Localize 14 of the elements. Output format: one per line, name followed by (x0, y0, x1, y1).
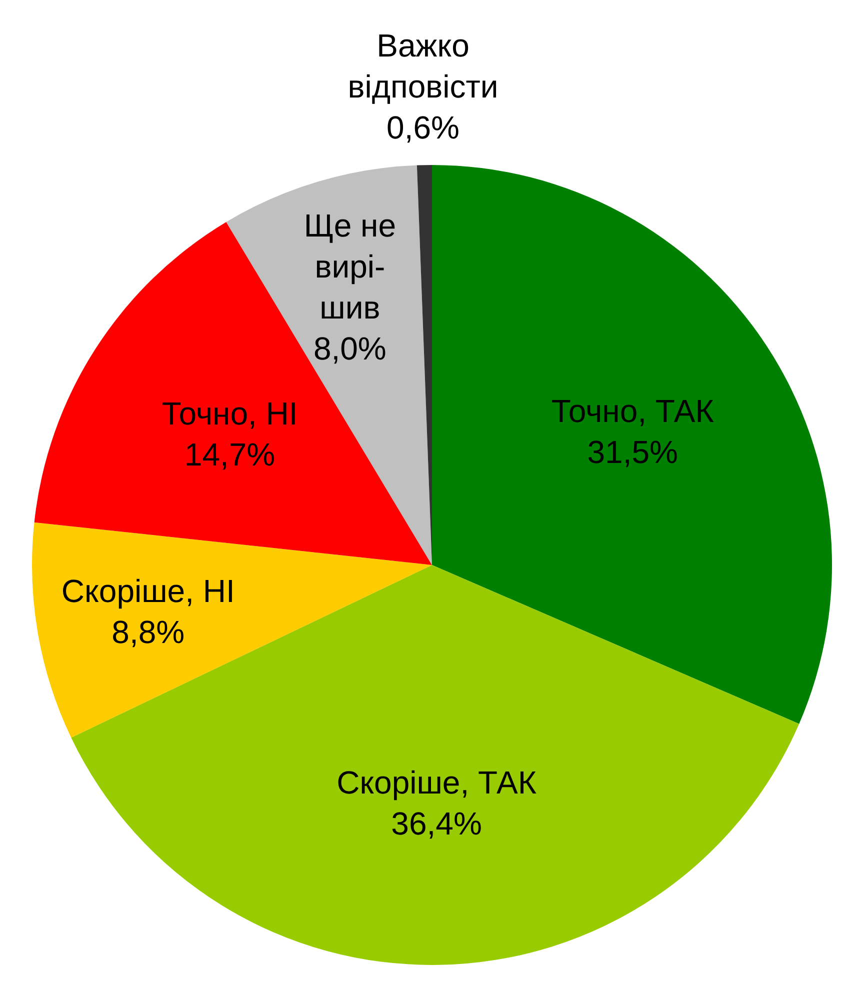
data-label: 8,0% (313, 330, 386, 366)
slice-label: Точно, НІ (162, 395, 298, 432)
slice-label: Скоріше, НІ (61, 573, 235, 610)
data-label: 14,7% (184, 436, 276, 472)
data-label: 36,4% (391, 805, 482, 842)
slice-label: Точно, ТАК (551, 392, 714, 429)
data-label: 31,5% (587, 434, 678, 470)
slice-label: Скоріше, ТАК (336, 764, 537, 800)
data-label: 0,6% (386, 110, 460, 146)
data-label: 8,8% (112, 614, 185, 650)
slice-label: Важко відповісти (348, 28, 498, 105)
pie-slice (432, 165, 832, 724)
slice-label: Ще не вирі- шив (304, 207, 396, 326)
pie-slice (32, 522, 432, 738)
